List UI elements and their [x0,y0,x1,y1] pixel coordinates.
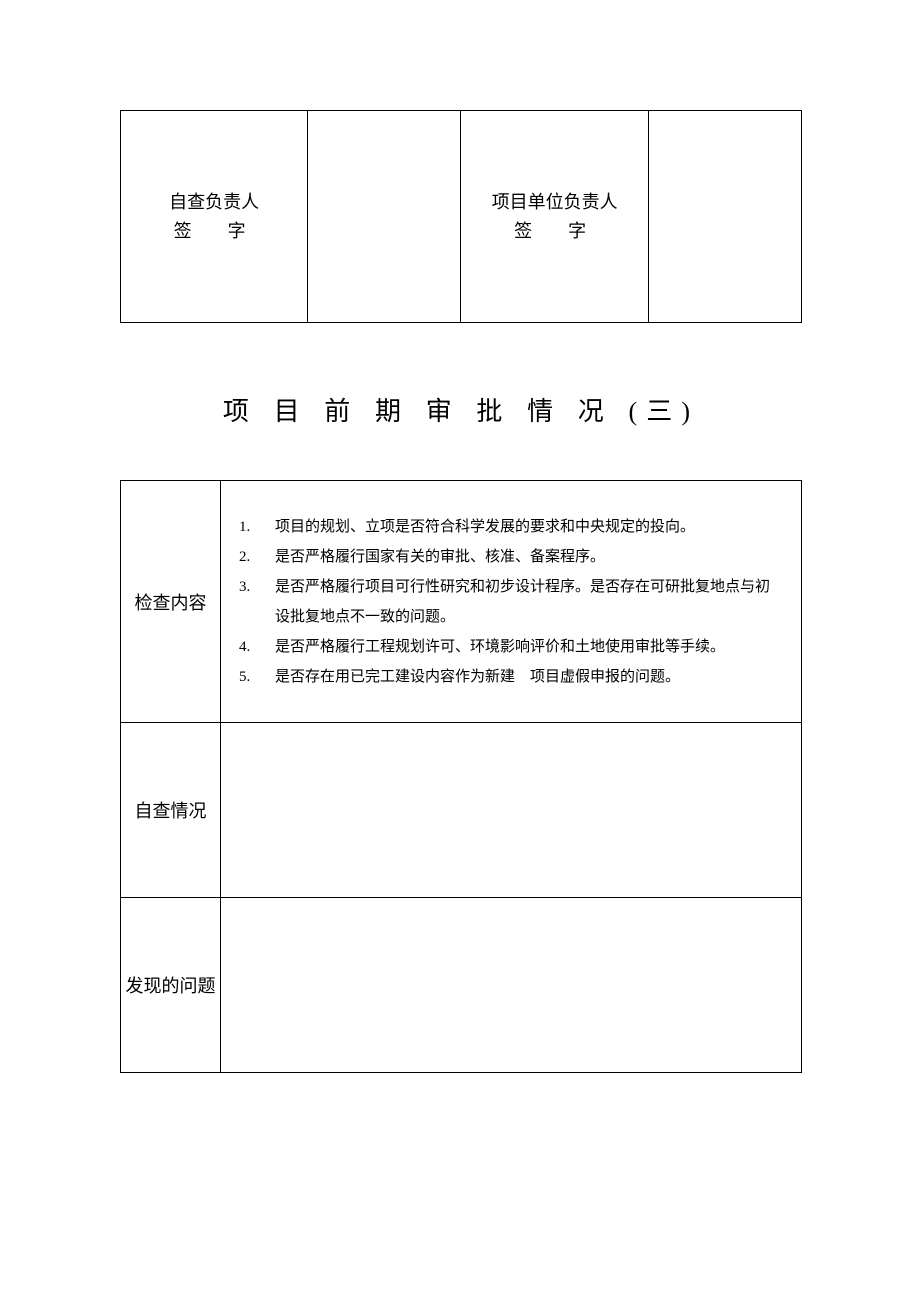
check-list: 项目的规划、立项是否符合科学发展的要求和中央规定的投向。 是否严格履行国家有关的… [239,512,783,692]
section-title: 项 目 前 期 审 批 情 况 (三) [120,391,802,428]
self-check-label: 自查情况 [121,723,221,898]
unit-signer-blank [648,111,801,323]
self-check-cell [221,723,802,898]
main-table: 检查内容 项目的规划、立项是否符合科学发展的要求和中央规定的投向。 是否严格履行… [120,480,802,1073]
check-content-cell: 项目的规划、立项是否符合科学发展的要求和中央规定的投向。 是否严格履行国家有关的… [221,481,802,723]
self-check-signer-label-cell: 自查负责人 签 字 [121,111,308,323]
check-item-5: 是否存在用已完工建设内容作为新建 项目虚假申报的问题。 [239,662,783,692]
page-container: 自查负责人 签 字 项目单位负责人 签 字 项 目 前 期 审 批 情 况 (三… [0,0,920,1133]
unit-signer-label-cell: 项目单位负责人 签 字 [461,111,648,323]
check-item-2: 是否严格履行国家有关的审批、核准、备案程序。 [239,542,783,572]
signature-row: 自查负责人 签 字 项目单位负责人 签 字 [121,111,802,323]
check-item-3: 是否严格履行项目可行性研究和初步设计程序。是否存在可研批复地点与初设批复地点不一… [239,572,783,632]
self-check-signer-line1: 自查负责人 [121,188,307,217]
self-check-signer-blank [308,111,461,323]
check-content-label: 检查内容 [121,481,221,723]
unit-signer-line2: 签 字 [461,217,647,246]
issues-cell [221,898,802,1073]
issues-label: 发现的问题 [121,898,221,1073]
self-check-row: 自查情况 [121,723,802,898]
check-item-1: 项目的规划、立项是否符合科学发展的要求和中央规定的投向。 [239,512,783,542]
unit-signer-line1: 项目单位负责人 [461,188,647,217]
self-check-signer-line2: 签 字 [121,217,307,246]
signature-table: 自查负责人 签 字 项目单位负责人 签 字 [120,110,802,323]
issues-row: 发现的问题 [121,898,802,1073]
check-content-row: 检查内容 项目的规划、立项是否符合科学发展的要求和中央规定的投向。 是否严格履行… [121,481,802,723]
check-item-4: 是否严格履行工程规划许可、环境影响评价和土地使用审批等手续。 [239,632,783,662]
